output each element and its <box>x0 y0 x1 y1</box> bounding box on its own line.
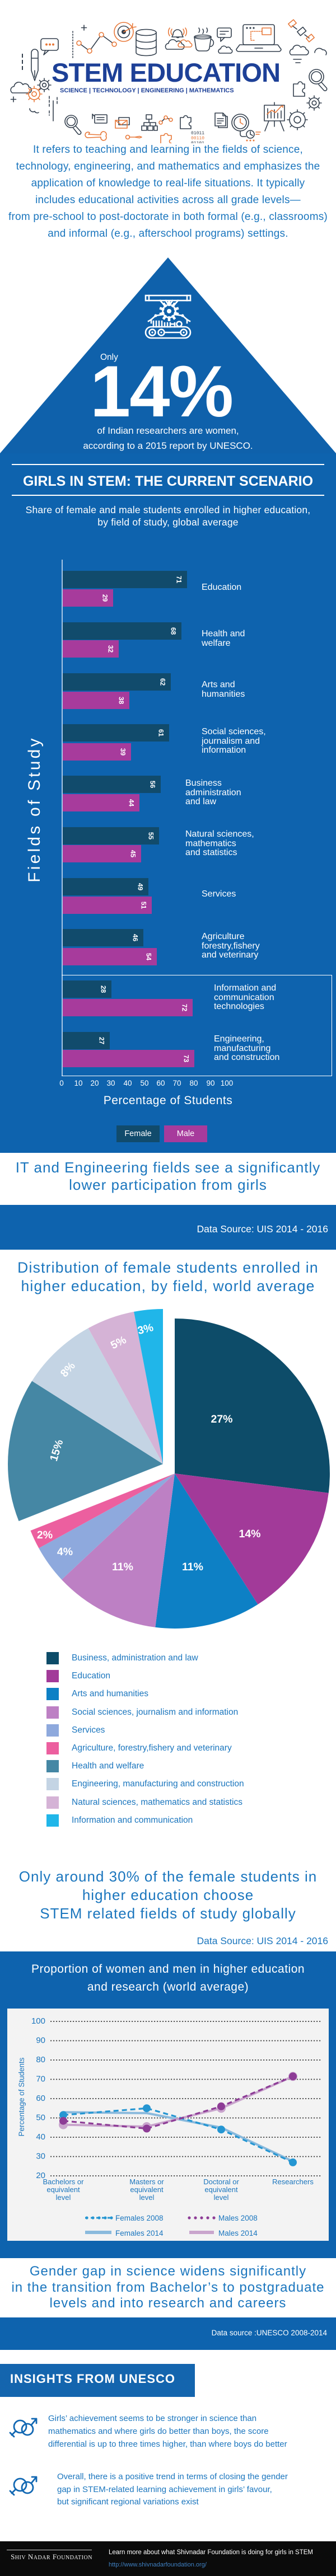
svg-text:01101: 01101 <box>191 141 204 143</box>
svg-text:60: 60 <box>36 2094 45 2103</box>
svg-text:00110: 00110 <box>191 136 204 141</box>
svg-text:90: 90 <box>36 2036 45 2045</box>
svg-text:Researchers: Researchers <box>272 2178 314 2186</box>
svg-text:11%: 11% <box>182 1561 203 1573</box>
svg-text:2%: 2% <box>37 1529 53 1541</box>
svg-text:50: 50 <box>36 2113 45 2123</box>
svg-text:27%: 27% <box>211 1413 232 1425</box>
svg-text:Masters or: Masters or <box>129 2178 164 2186</box>
svg-text:level: level <box>214 2193 229 2202</box>
svg-text:40: 40 <box>36 2132 45 2142</box>
svg-text:STEM EDUCATION: STEM EDUCATION <box>52 58 280 87</box>
svg-text:Females 2014: Females 2014 <box>115 2229 164 2237</box>
svg-text:100: 100 <box>31 2016 45 2026</box>
svg-text:4%: 4% <box>57 1546 73 1558</box>
svg-text:Males 2014: Males 2014 <box>218 2229 258 2237</box>
svg-text:Bachelors or: Bachelors or <box>43 2178 85 2186</box>
svg-text:Percentage of Students: Percentage of Students <box>17 2057 26 2136</box>
svg-text:20: 20 <box>36 2171 45 2180</box>
svg-text:30: 30 <box>36 2152 45 2161</box>
svg-text:Males 2008: Males 2008 <box>218 2214 258 2222</box>
svg-text:Doctoral or: Doctoral or <box>203 2178 239 2186</box>
svg-text:80: 80 <box>36 2055 45 2064</box>
svg-text:equivalent: equivalent <box>204 2185 238 2194</box>
svg-text:equivalent: equivalent <box>46 2185 80 2194</box>
svg-text:Females 2008: Females 2008 <box>115 2214 164 2222</box>
svg-text:70: 70 <box>36 2075 45 2084</box>
svg-text:level: level <box>139 2193 155 2202</box>
svg-text:11%: 11% <box>112 1561 133 1573</box>
svg-text:level: level <box>56 2193 71 2202</box>
svg-text:01011: 01011 <box>191 131 204 136</box>
svg-text:equivalent: equivalent <box>130 2185 164 2194</box>
svg-text:14%: 14% <box>239 1528 260 1540</box>
svg-text:SCIENCE | TECHNOLOGY | ENGINEE: SCIENCE | TECHNOLOGY | ENGINEERING | MAT… <box>60 87 234 94</box>
